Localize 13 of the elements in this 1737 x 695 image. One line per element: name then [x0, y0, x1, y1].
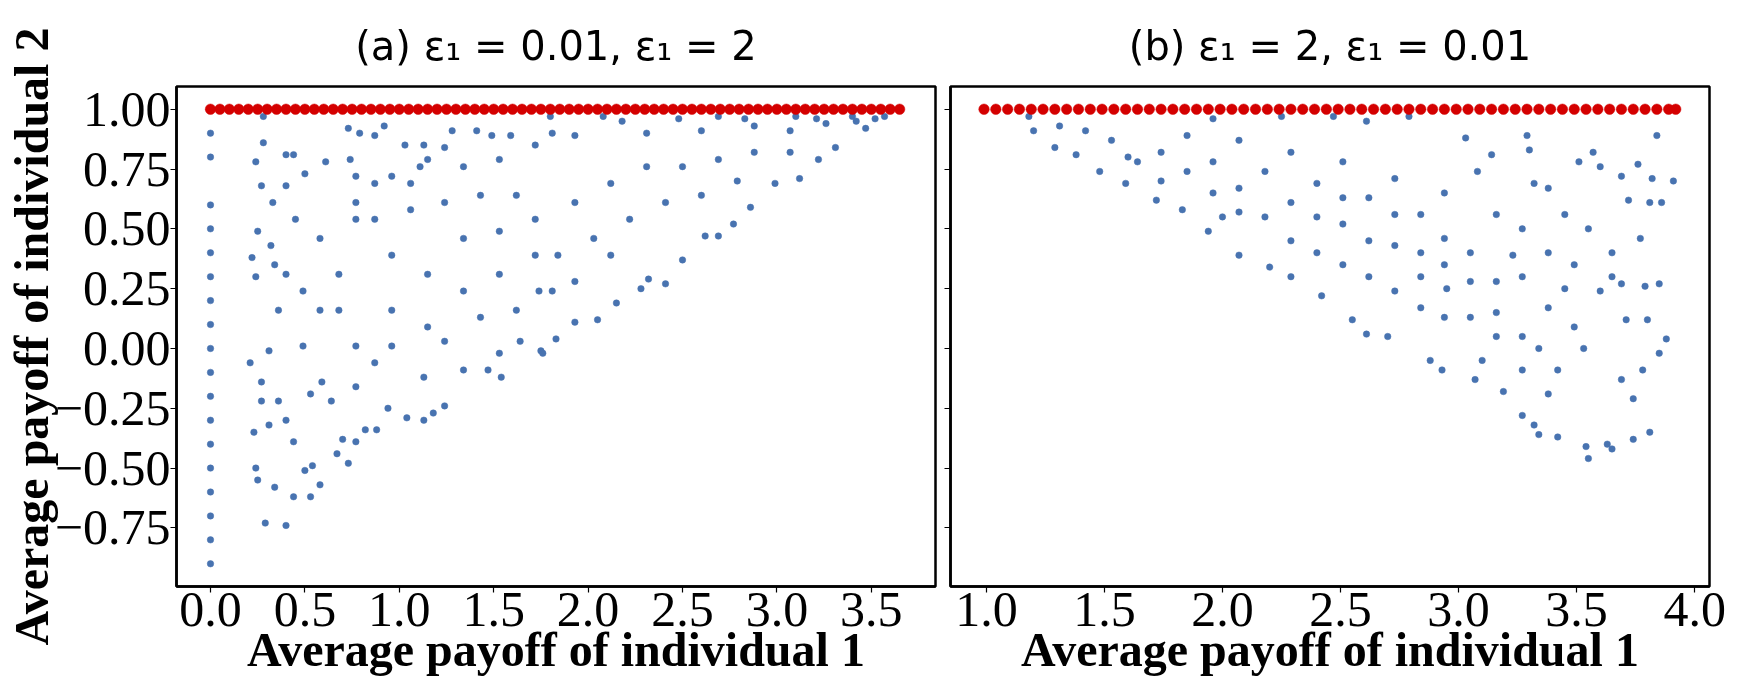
y-tick-label: 0.25	[83, 260, 171, 317]
x-tick-label: 1.0	[368, 580, 431, 637]
chart-title: (a) ε₁ = 0.01, ε₁ = 2	[355, 22, 757, 69]
x-tick-label: 1.0	[955, 580, 1018, 637]
y-tick-label: 0.75	[83, 140, 171, 197]
x-tick-label: 0.0	[179, 580, 242, 637]
y-tick-label: 0.50	[83, 200, 171, 257]
x-tick-label: 1.5	[462, 580, 525, 637]
y-tick-label: 0.00	[83, 319, 171, 376]
x-tick-label: 4.0	[1663, 580, 1726, 637]
x-tick-label: 2.0	[1191, 580, 1254, 637]
y-tick-label: 1.00	[83, 80, 171, 137]
chart-title: (b) ε₁ = 2, ε₁ = 0.01	[1128, 22, 1532, 69]
